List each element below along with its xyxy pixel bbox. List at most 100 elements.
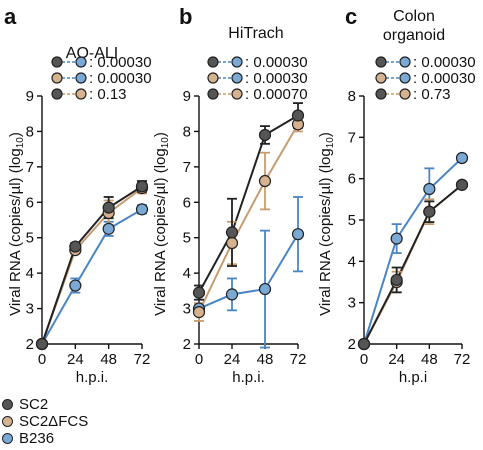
panel-a-pvalue-3-text: : 0.13 [89, 86, 127, 103]
panel-a-ytick-label-7: 7 [26, 159, 34, 176]
panel-b-pvalue-2-marker-a [207, 72, 219, 84]
legend-item-sc2dfcs: SC2ΔFCS [2, 413, 88, 430]
panel-b-series-sc2-point-48 [258, 128, 272, 142]
panel-c-pvalue-3-marker-a [375, 88, 387, 100]
legend-marker-b236 [2, 433, 13, 444]
panel-a-series-b236-point-48 [102, 222, 115, 235]
panel-a-ytick-label-5: 5 [26, 230, 34, 247]
legend-item-sc2: SC2 [2, 396, 88, 413]
panel-c-ytick-label-2: 2 [348, 336, 356, 353]
panel-b-pvalue-3-marker-a [207, 88, 219, 100]
panel-b-xtick-label-24: 24 [224, 351, 241, 368]
panel-c-pvalue-1-text: : 0.00030 [413, 54, 476, 71]
panel-c-title-line1: Colon [393, 8, 435, 25]
panel-a-series-sc2-point-0 [35, 337, 49, 351]
panel-b-pvalue-3-marker-b [231, 88, 243, 100]
panel-c-title-line2: organoid [383, 27, 445, 44]
legend-label-sc2: SC2 [19, 396, 49, 413]
panel-b-series-sc2dfcs-point-24 [225, 236, 239, 250]
panel-b-series-b236-point-24 [225, 288, 239, 301]
panel-a-xtick-label-72: 72 [134, 351, 151, 368]
panel-a-series-sc2dfcs-line [41, 187, 143, 345]
panel-b-title: HiTrach [228, 25, 283, 42]
panel-c-x-axis-title: h.p.i [399, 369, 427, 386]
panel-b-ytick-label-6: 6 [183, 194, 191, 211]
panel-a: aAO-ALI: 0.00030: 0.00030: 0.13234567890… [4, 4, 152, 386]
panel-a-pvalue-1-text: : 0.00030 [89, 54, 152, 71]
panel-a-ytick-label-9: 9 [26, 88, 34, 105]
panel-b-ytick-label-5: 5 [183, 230, 191, 247]
legend-label-b236: B236 [19, 430, 55, 447]
panel-a-pvalue-3-marker-a [51, 88, 63, 100]
panel-b-ytick-label-7: 7 [183, 159, 191, 176]
panel-b-series-b236-point-48 [258, 282, 272, 296]
panel-b-ytick-label-8: 8 [183, 123, 191, 140]
panel-c-ytick-label-5: 5 [348, 212, 356, 229]
panel-b-ytick-label-2: 2 [183, 336, 191, 353]
panel-a-series-b236-line [41, 208, 143, 345]
panel-a-xtick-label-0: 0 [38, 351, 46, 368]
panel-c-series-sc2-line [363, 184, 463, 345]
panel-b-pvalue-1-marker-b [231, 56, 243, 68]
panel-b-x-axis-title: h.p.i. [232, 369, 265, 386]
panel-a-xtick-label-24: 24 [67, 351, 84, 368]
panel-b-pvalue-2-marker-b [231, 72, 243, 84]
panel-b-pvalue-1-marker-a [207, 56, 219, 68]
panel-a-x-axis-title: h.p.i. [76, 369, 109, 386]
panel-a-ytick-label-8: 8 [26, 123, 34, 140]
panel-c-ytick-label-6: 6 [348, 171, 356, 188]
panel-c-xtick-label-48: 48 [421, 351, 438, 368]
panel-a-series-b236-point-72 [135, 203, 149, 216]
legend-marker-sc2dfcs [2, 416, 13, 427]
panel-a-ytick-label-4: 4 [26, 265, 34, 282]
panel-c-series-b236-point-24 [390, 232, 403, 245]
panel-c-pvalue-3-marker-b [399, 88, 411, 100]
panel-c-letter: c [345, 4, 357, 29]
panel-c-series-sc2-point-0 [357, 337, 371, 351]
panel-b-series-sc2-point-0 [192, 286, 206, 299]
panel-b-series-sc2-point-72 [291, 109, 305, 122]
panel-a-series-b236-point-24 [69, 279, 82, 292]
panel-c-ytick-label-3: 3 [348, 295, 356, 312]
panel-a-series-sc2-line [41, 185, 143, 345]
panel-b-series-sc2-point-24 [225, 226, 239, 239]
panel-a-y-axis-title: Viral RNA (copies/µl) (log10) [7, 132, 26, 316]
panel-a-series-sc2-point-24 [69, 240, 82, 253]
panel-c-series-sc2-point-24 [390, 273, 403, 287]
panel-c-ytick-label-7: 7 [348, 129, 356, 146]
panel-a-pvalue-2-marker-a [51, 72, 63, 84]
panel-b-series-b236-point-72 [291, 228, 305, 241]
panel-c-series-sc2dfcs-line [363, 184, 463, 345]
panel-c-pvalue-3-text: : 0.73 [413, 86, 451, 103]
panel-b-pvalue-1-text: : 0.00030 [245, 54, 308, 71]
panel-c-series-sc2-point-48 [423, 205, 436, 218]
panel-a-xtick-label-48: 48 [100, 351, 117, 368]
panel-b-xtick-label-0: 0 [195, 351, 203, 368]
legend-label-sc2dfcs: SC2ΔFCS [19, 413, 89, 430]
panel-a-pvalue-3-marker-b [75, 88, 87, 100]
panel-b-ytick-label-3: 3 [183, 301, 191, 318]
panel-b-y-axis-title: Viral RNA (copies/µl) (log10) [152, 132, 171, 316]
panel-b-xtick-label-48: 48 [257, 351, 274, 368]
panel-c-pvalue-1-marker-a [375, 56, 387, 68]
panel-b-pvalue-3-text: : 0.00070 [245, 86, 308, 103]
panel-b-pvalue-2-text: : 0.00030 [245, 70, 308, 87]
panel-b-series-sc2dfcs-line [198, 123, 299, 313]
panel-c-series-b236-point-48 [423, 182, 436, 196]
panel-c-xtick-label-72: 72 [454, 351, 471, 368]
panel-c-pvalue-2-marker-a [375, 72, 387, 84]
panel-c-xtick-label-24: 24 [388, 351, 405, 368]
panel-b-series-sc2dfcs-point-0 [192, 306, 206, 319]
panel-a-pvalue-1-marker-b [75, 56, 87, 68]
panel-a-pvalue-1-marker-a [51, 56, 63, 68]
panel-b-letter: b [179, 4, 192, 29]
panel-b-ytick-label-9: 9 [183, 88, 191, 105]
panel-b-series-sc2dfcs-point-48 [258, 174, 272, 188]
panel-c-xtick-label-0: 0 [360, 351, 368, 368]
panel-c-ytick-label-8: 8 [348, 88, 356, 105]
panel-c-y-axis-title: Viral RNA (copies/µl) (log10) [317, 132, 336, 316]
panel-b-series-b236-line [198, 233, 299, 310]
